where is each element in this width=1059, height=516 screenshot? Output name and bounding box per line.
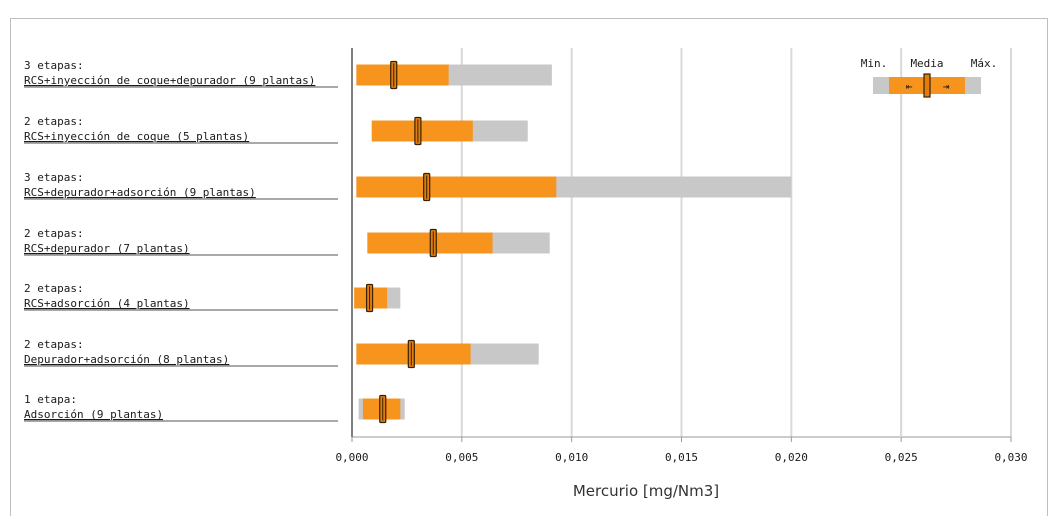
x-tick-label: 0,020 [775, 451, 808, 464]
category-label-line2: RCS+depurador+adsorción (9 plantas) [24, 186, 256, 199]
category-label-line1: 2 etapas: [24, 282, 84, 295]
legend-max-label: Máx. [971, 57, 998, 70]
x-tick-label: 0,005 [445, 451, 478, 464]
category-label-line2: Adsorción (9 plantas) [24, 408, 163, 421]
range-bar-inner [371, 120, 473, 142]
x-tick-label: 0,025 [885, 451, 918, 464]
category-labels: 3 etapas: RCS+inyección de coque+depurado… [24, 59, 338, 422]
category-label-line2: Depurador+adsorción (8 plantas) [24, 353, 229, 366]
legend-min-label: Min. [861, 57, 888, 70]
legend: ⇤ ⇥ Min. Media Máx. [861, 57, 998, 437]
category-label-line2: RCS+inyección de coque+depurador (9 plan… [24, 74, 315, 87]
category-label-line2: RCS+depurador (7 plantas) [24, 242, 190, 255]
category-label-line1: 2 etapas: [24, 115, 84, 128]
legend-mean-marker [923, 73, 931, 98]
category-label-line1: 3 etapas: [24, 171, 84, 184]
category-label-line1: 2 etapas: [24, 338, 84, 351]
range-bar-inner [356, 64, 449, 86]
x-tick-label: 0,010 [555, 451, 588, 464]
x-axis: 0,000 0,005 0,010 0,015 0,020 0,025 0,030 [335, 48, 1028, 464]
category-label-line2: RCS+inyección de coque (5 plantas) [24, 130, 249, 143]
category-label-line1: 2 etapas: [24, 227, 84, 240]
x-axis-label: Mercurio [mg/Nm3] [573, 482, 719, 500]
legend-mean-label: Media [910, 57, 943, 70]
x-tick-label: 0,030 [994, 451, 1027, 464]
category-label-line1: 1 etapa: [24, 393, 77, 406]
x-tick-label: 0,015 [665, 451, 698, 464]
category-label-line1: 3 etapas: [24, 59, 84, 72]
chart-frame [10, 18, 1048, 516]
bars-group [354, 60, 792, 424]
category-label-line2: RCS+adsorción (4 plantas) [24, 297, 190, 310]
legend-right-arrow-icon: ⇥ [943, 80, 950, 93]
legend-left-arrow-icon: ⇤ [906, 80, 913, 93]
range-bar-inner [356, 176, 557, 198]
x-tick-label: 0,000 [335, 451, 368, 464]
